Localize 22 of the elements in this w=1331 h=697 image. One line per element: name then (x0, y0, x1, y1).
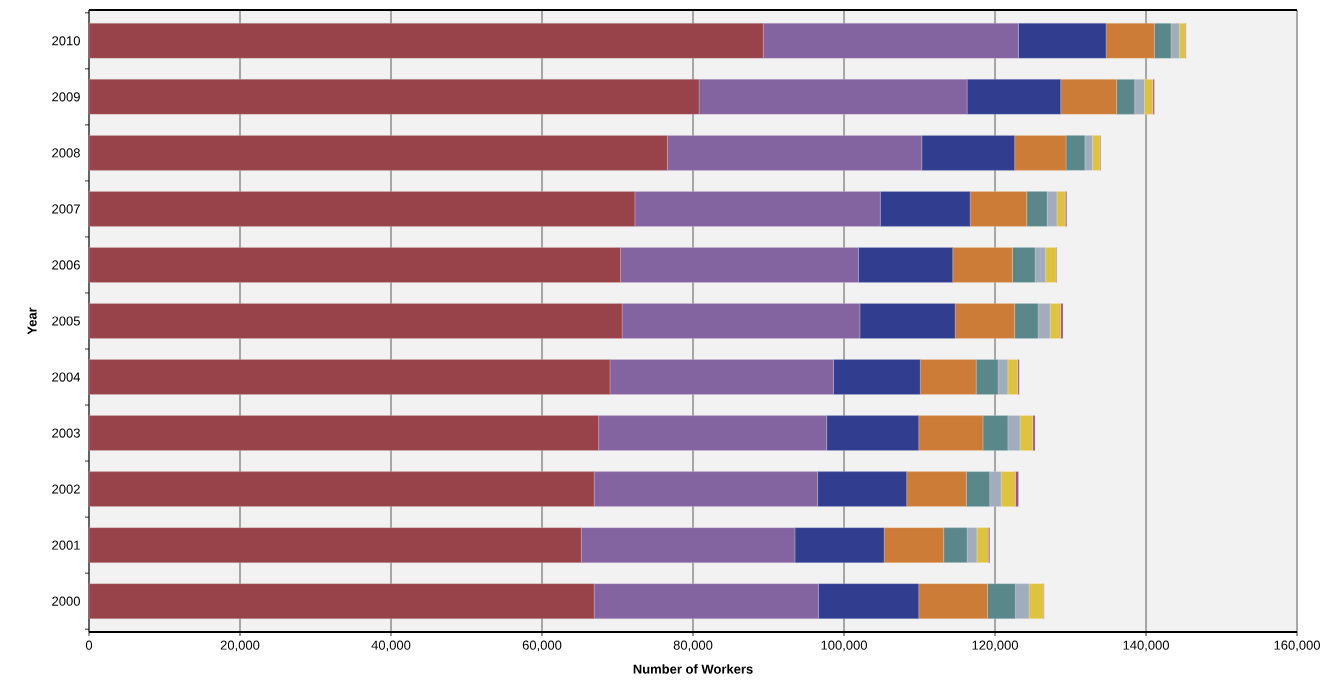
y-tick-label: 2007 (52, 204, 80, 214)
y-tick-label: 2001 (52, 540, 80, 550)
y-tick-label: 2009 (52, 92, 80, 102)
x-tick-label: 140,000 (1123, 640, 1169, 652)
y-tick-label: 2005 (52, 316, 80, 326)
x-tick-label: 0 (85, 640, 93, 650)
y-tick-label: 2006 (52, 260, 80, 270)
y-axis-title: Year (27, 307, 37, 335)
x-tick-label: 20,000 (220, 640, 260, 652)
y-tick-label: 2004 (52, 372, 81, 382)
x-tick-label: 80,000 (673, 640, 713, 652)
y-tick-label: 2003 (52, 428, 80, 438)
x-tick-label: 120,000 (972, 640, 1018, 652)
y-tick-label: 2002 (52, 484, 80, 494)
y-tick-label: 2010 (52, 36, 80, 46)
x-tick-label: 100,000 (821, 640, 867, 652)
x-axis-title: Number of Workers (633, 664, 753, 674)
x-tick-label: 40,000 (371, 640, 411, 652)
y-tick-label: 2008 (52, 148, 80, 158)
x-tick-label: 160,000 (1274, 640, 1321, 652)
x-tick-label: 60,000 (522, 640, 562, 652)
y-tick-label: 2000 (52, 596, 80, 606)
